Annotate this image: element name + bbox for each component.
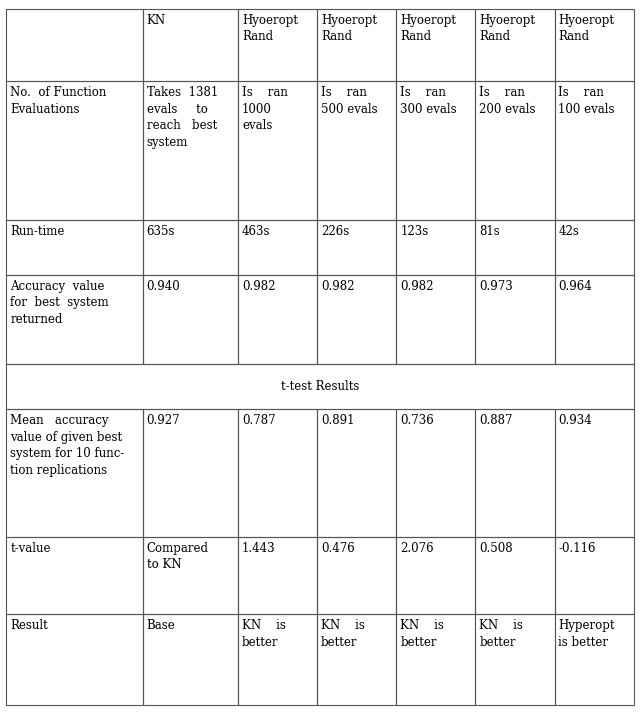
Bar [238,537,317,614]
Bar [6,537,143,614]
Text: KN: KN [147,14,166,26]
Text: t-test Results: t-test Results [281,380,359,393]
Text: 0.891: 0.891 [321,414,355,428]
Bar [238,614,317,705]
Bar [554,409,634,537]
Bar [6,220,143,275]
Bar [476,81,554,220]
Text: 0.887: 0.887 [479,414,513,428]
Bar [317,409,396,537]
Bar [317,275,396,364]
Text: 635s: 635s [147,225,175,238]
Text: Hyoeropt
Rand: Hyoeropt Rand [479,14,535,43]
Bar [317,537,396,614]
Bar [554,220,634,275]
Text: KN    is
better: KN is better [321,619,365,649]
Text: t-value: t-value [10,542,51,555]
Text: 226s: 226s [321,225,349,238]
Bar [396,81,476,220]
Text: 0.736: 0.736 [400,414,434,428]
Text: 42s: 42s [558,225,579,238]
Bar [143,220,238,275]
Text: KN    is
better: KN is better [242,619,286,649]
Bar [143,614,238,705]
Text: 0.973: 0.973 [479,280,513,293]
Text: Compared
to KN: Compared to KN [147,542,209,571]
Bar [238,9,317,81]
Bar [238,81,317,220]
Text: 0.964: 0.964 [558,280,592,293]
Bar [143,81,238,220]
Bar [6,275,143,364]
Text: -0.116: -0.116 [558,542,596,555]
Bar [6,9,143,81]
Bar [396,275,476,364]
Bar [476,409,554,537]
Bar [396,537,476,614]
Text: Hyoeropt
Rand: Hyoeropt Rand [321,14,377,43]
Text: 0.476: 0.476 [321,542,355,555]
Text: Hyoeropt
Rand: Hyoeropt Rand [400,14,456,43]
Bar [317,81,396,220]
Bar [143,537,238,614]
Bar [6,364,634,409]
Text: Result: Result [10,619,48,633]
Text: 81s: 81s [479,225,500,238]
Text: KN    is
better: KN is better [400,619,444,649]
Text: KN    is
better: KN is better [479,619,523,649]
Text: 0.940: 0.940 [147,280,180,293]
Text: Is    ran
300 evals: Is ran 300 evals [400,86,457,116]
Text: Base: Base [147,619,175,633]
Text: Is    ran
100 evals: Is ran 100 evals [558,86,615,116]
Text: 0.982: 0.982 [242,280,276,293]
Text: Is    ran
200 evals: Is ran 200 evals [479,86,536,116]
Text: Is    ran
500 evals: Is ran 500 evals [321,86,378,116]
Bar [476,275,554,364]
Text: 2.076: 2.076 [400,542,434,555]
Bar [476,614,554,705]
Bar [143,9,238,81]
Bar [317,614,396,705]
Bar [554,81,634,220]
Bar [554,9,634,81]
Bar [317,220,396,275]
Bar [554,614,634,705]
Bar [476,220,554,275]
Text: Is    ran
1000
evals: Is ran 1000 evals [242,86,288,132]
Text: Hyoeropt
Rand: Hyoeropt Rand [558,14,614,43]
Text: 463s: 463s [242,225,271,238]
Text: 0.508: 0.508 [479,542,513,555]
Bar [476,9,554,81]
Text: Run-time: Run-time [10,225,65,238]
Bar [143,275,238,364]
Bar [238,220,317,275]
Text: Hyperopt
is better: Hyperopt is better [558,619,615,649]
Bar [238,409,317,537]
Text: Takes  1381
evals     to
reach   best
system: Takes 1381 evals to reach best system [147,86,218,149]
Bar [6,614,143,705]
Text: 1.443: 1.443 [242,542,276,555]
Text: 0.927: 0.927 [147,414,180,428]
Bar [6,81,143,220]
Text: Mean   accuracy
value of given best
system for 10 func-
tion replications: Mean accuracy value of given best system… [10,414,125,477]
Bar [6,409,143,537]
Text: 0.787: 0.787 [242,414,276,428]
Text: No.  of Function
Evaluations: No. of Function Evaluations [10,86,107,116]
Bar [396,220,476,275]
Bar [396,9,476,81]
Text: Hyoeropt
Rand: Hyoeropt Rand [242,14,298,43]
Text: 0.982: 0.982 [321,280,355,293]
Text: 0.982: 0.982 [400,280,434,293]
Bar [554,537,634,614]
Bar [396,614,476,705]
Bar [554,275,634,364]
Bar [143,409,238,537]
Bar [238,275,317,364]
Bar [396,409,476,537]
Text: 123s: 123s [400,225,428,238]
Text: Accuracy  value
for  best  system
returned: Accuracy value for best system returned [10,280,109,326]
Text: 0.934: 0.934 [558,414,592,428]
Bar [317,9,396,81]
Bar [476,537,554,614]
